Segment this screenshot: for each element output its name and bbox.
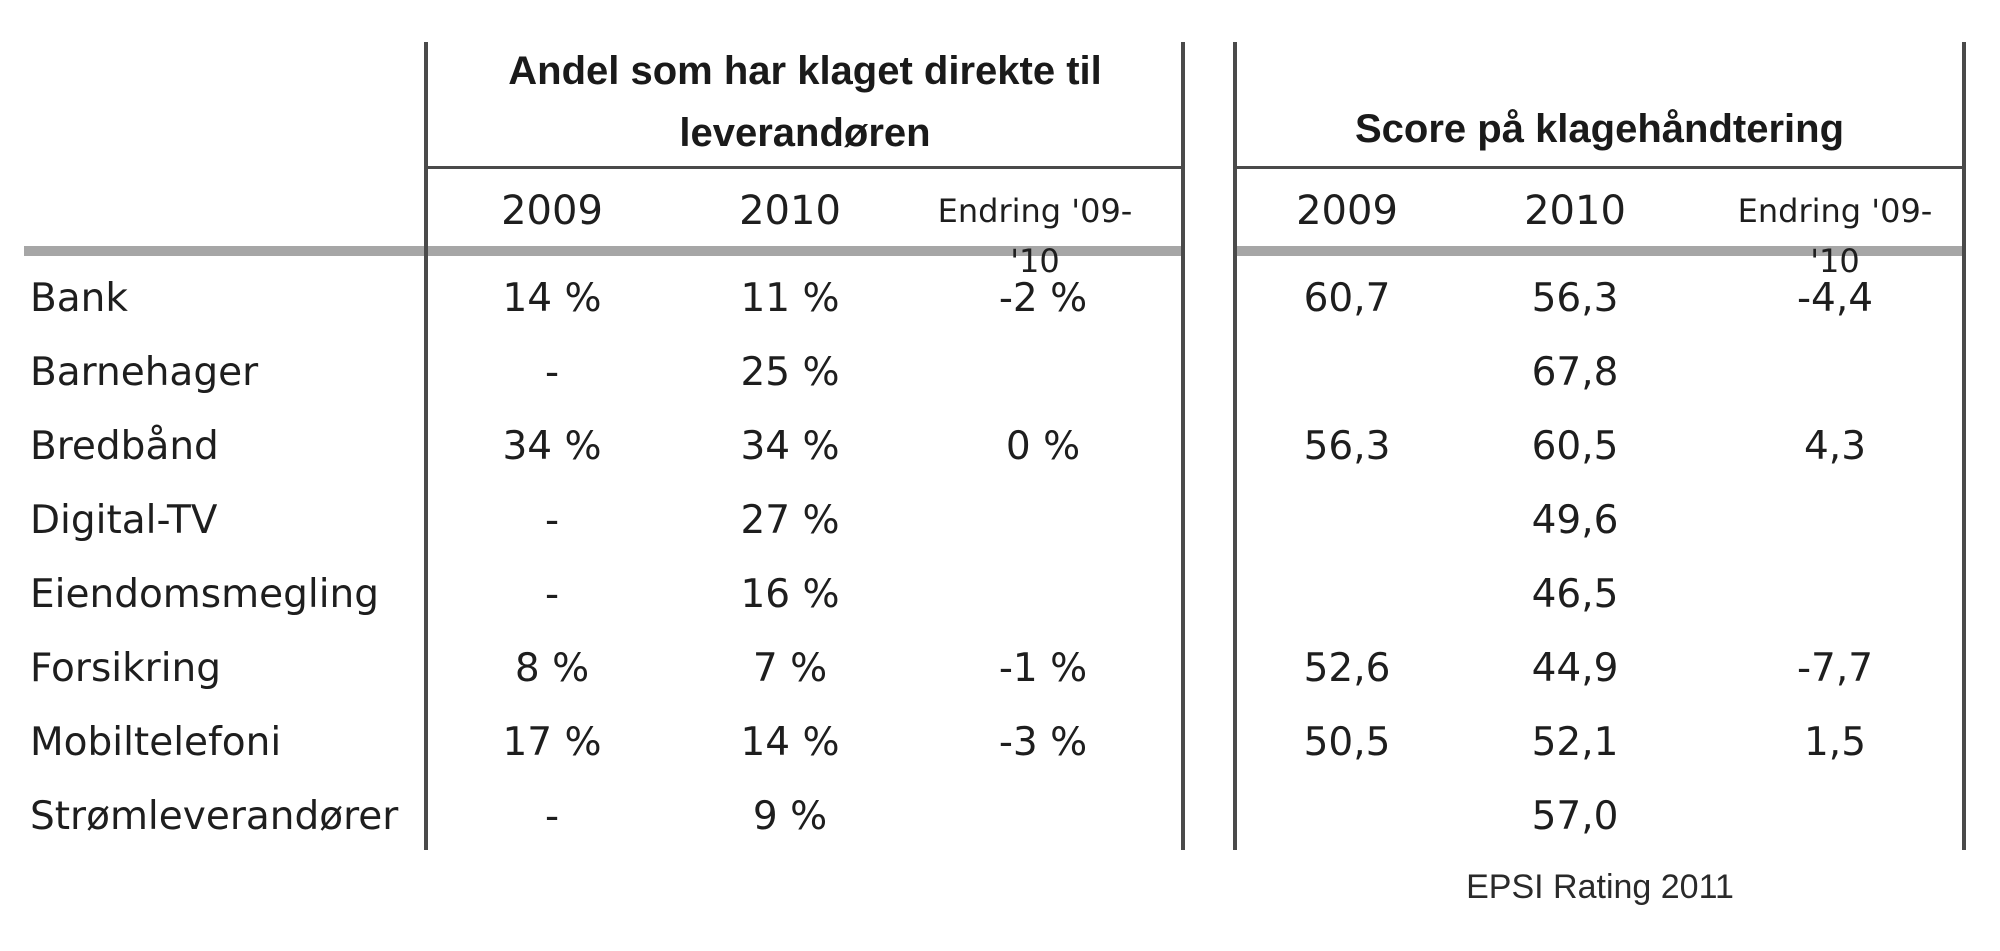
score-2009-cell: 50,5 — [1303, 720, 1391, 765]
score-year-2009-header: 2009 — [1296, 188, 1398, 234]
divider-complaints-right — [1181, 42, 1185, 850]
score-2010-cell: 52,1 — [1531, 720, 1619, 765]
complaints-change-cell: 0 % — [1005, 424, 1081, 469]
complaints-2009-cell: - — [544, 572, 560, 617]
complaints-year-2009-header: 2009 — [501, 188, 603, 234]
complaints-2010-cell: 25 % — [740, 350, 840, 395]
complaints-2010-cell: 9 % — [752, 794, 828, 839]
complaints-2010-cell: 16 % — [740, 572, 840, 617]
divider-score-left — [1233, 42, 1237, 850]
rule-under-score-header — [1233, 166, 1966, 169]
complaints-change-cell: -2 % — [998, 276, 1088, 321]
score-change-header: Endring '09-'10 — [1737, 192, 1933, 280]
score-2010-cell: 57,0 — [1531, 794, 1619, 839]
row-label: Barnehager — [30, 350, 259, 395]
complaints-2010-cell: 11 % — [740, 276, 840, 321]
complaints-2009-cell: 17 % — [502, 720, 602, 765]
score-2010-cell: 46,5 — [1531, 572, 1619, 617]
header-double-rule-a — [24, 246, 424, 256]
table-row: Digital-TV - 27 % 49,6 — [0, 484, 2000, 558]
complaints-2010-cell: 7 % — [752, 646, 828, 691]
complaints-change-header: Endring '09-'10 — [937, 192, 1133, 280]
complaints-2009-cell: 8 % — [514, 646, 590, 691]
table-row: Barnehager - 25 % 67,8 — [0, 336, 2000, 410]
complaints-2009-cell: 14 % — [502, 276, 602, 321]
row-label: Bank — [30, 276, 128, 321]
score-year-2010-header: 2010 — [1524, 188, 1626, 234]
table-row: Bredbånd 34 % 34 % 0 % 56,3 60,5 4,3 — [0, 410, 2000, 484]
complaints-2009-cell: 34 % — [502, 424, 602, 469]
table-row: Eiendomsmegling - 16 % 46,5 — [0, 558, 2000, 632]
score-change-cell: 1,5 — [1803, 720, 1867, 765]
score-2010-cell: 60,5 — [1531, 424, 1619, 469]
table-row: Bank 14 % 11 % -2 % 60,7 56,3 -4,4 — [0, 262, 2000, 336]
complaints-2009-cell: - — [544, 794, 560, 839]
row-label: Strømleverandører — [30, 794, 399, 839]
complaints-change-cell: -3 % — [998, 720, 1088, 765]
row-label: Mobiltelefoni — [30, 720, 282, 765]
score-2010-cell: 56,3 — [1531, 276, 1619, 321]
complaints-year-2010-header: 2010 — [739, 188, 841, 234]
score-2009-cell: 60,7 — [1303, 276, 1391, 321]
table-row: Strømleverandører - 9 % 57,0 — [0, 780, 2000, 854]
complaints-2009-cell: - — [544, 498, 560, 543]
complaints-2010-cell: 27 % — [740, 498, 840, 543]
row-label: Forsikring — [30, 646, 222, 691]
score-change-cell: -4,4 — [1796, 276, 1874, 321]
table-row: Mobiltelefoni 17 % 14 % -3 % 50,5 52,1 1… — [0, 706, 2000, 780]
complaints-group-header: Andel som har klaget direkte til leveran… — [508, 49, 1102, 155]
score-2009-cell: 56,3 — [1303, 424, 1391, 469]
source-caption: EPSI Rating 2011 — [1466, 868, 1734, 906]
score-group-header: Score på klagehåndtering — [1354, 107, 1845, 151]
complaints-2009-cell: - — [544, 350, 560, 395]
score-change-cell: -7,7 — [1796, 646, 1874, 691]
score-2010-cell: 67,8 — [1531, 350, 1619, 395]
complaints-2010-cell: 14 % — [740, 720, 840, 765]
row-label: Eiendomsmegling — [30, 572, 380, 617]
table-row: Forsikring 8 % 7 % -1 % 52,6 44,9 -7,7 — [0, 632, 2000, 706]
score-2010-cell: 44,9 — [1531, 646, 1619, 691]
header-double-rule-c — [1237, 246, 1962, 256]
score-2010-cell: 49,6 — [1531, 498, 1619, 543]
complaints-change-cell: -1 % — [998, 646, 1088, 691]
complaints-2010-cell: 34 % — [740, 424, 840, 469]
divider-score-right — [1962, 42, 1966, 850]
score-change-cell: 4,3 — [1803, 424, 1867, 469]
rule-under-complaints-header — [424, 166, 1185, 169]
row-label: Bredbånd — [30, 424, 219, 469]
row-label: Digital-TV — [30, 498, 218, 543]
header-double-rule-b — [428, 246, 1181, 256]
divider-label-column — [424, 42, 428, 850]
score-2009-cell: 52,6 — [1303, 646, 1391, 691]
